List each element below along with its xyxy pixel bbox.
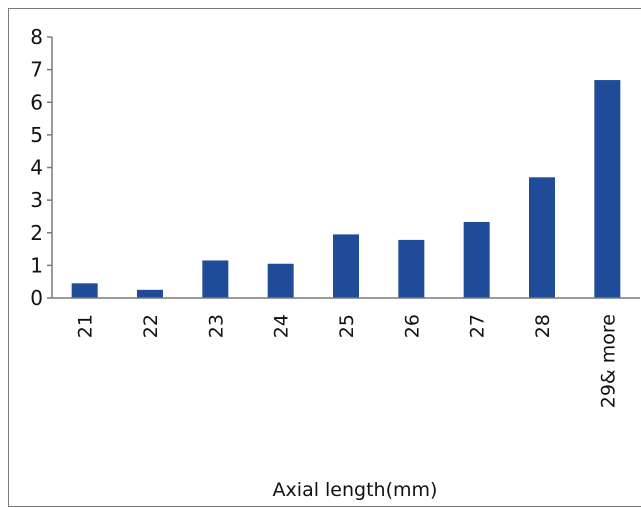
y-tick-label: 0 (30, 286, 43, 310)
bar (267, 263, 294, 298)
bars (71, 80, 621, 298)
x-tick-label: 26 (401, 314, 423, 338)
x-axis: 21 22 23 24 25 26 27 28 29& more (52, 297, 640, 408)
bar (529, 177, 555, 298)
y-tick-label: 3 (30, 188, 43, 212)
x-tick-label: 28 (532, 314, 554, 338)
y-tick-label: 5 (30, 123, 43, 147)
y-tick-label: 2 (30, 221, 43, 245)
x-tick-label: 29& more (597, 314, 619, 408)
x-tick-label: 25 (336, 314, 358, 338)
x-tick-label: 21 (75, 314, 97, 338)
x-tick-label: 23 (205, 314, 227, 338)
y-tick-label: 4 (30, 156, 43, 180)
bar (594, 80, 621, 298)
bar (71, 283, 98, 298)
x-axis-label: Axial length(mm) (273, 479, 438, 501)
x-tick-label: 24 (271, 314, 293, 338)
x-tick-label: 27 (467, 314, 489, 338)
bar (398, 239, 425, 298)
y-tick-label: 8 (30, 25, 43, 49)
y-tick-label: 1 (30, 253, 43, 277)
bar (137, 289, 163, 298)
y-tick-label: 6 (30, 90, 43, 114)
y-tick-label: 7 (30, 58, 43, 82)
bar (333, 234, 359, 298)
y-axis: 0 1 2 3 4 5 6 7 8 (30, 25, 53, 310)
bar (463, 221, 490, 298)
bar (202, 260, 229, 298)
x-tick-label: 22 (140, 314, 162, 338)
